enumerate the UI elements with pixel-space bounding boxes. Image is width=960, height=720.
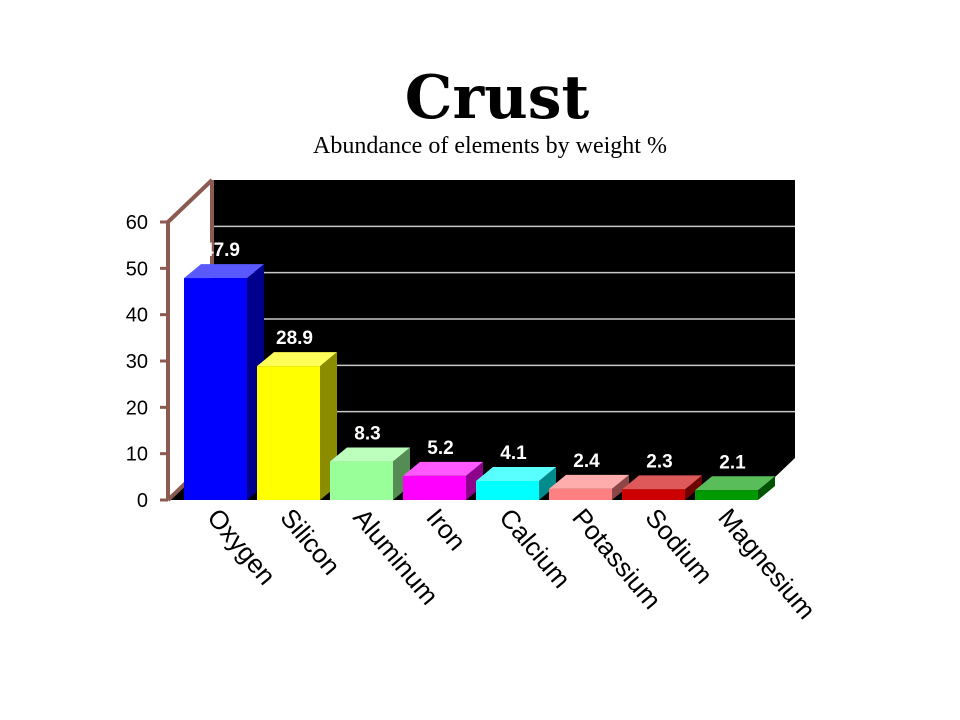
bar-magnesium bbox=[695, 476, 775, 500]
bar-front bbox=[476, 481, 539, 500]
category-label: Oxygen bbox=[201, 503, 282, 591]
data-label: 2.4 bbox=[573, 451, 600, 472]
bar-top bbox=[549, 474, 629, 489]
bar-top bbox=[403, 461, 483, 476]
bar-top bbox=[184, 264, 264, 279]
category-label: Iron bbox=[420, 503, 472, 557]
y-tick-label: 20 bbox=[126, 397, 148, 419]
data-label: 5.2 bbox=[427, 438, 453, 459]
data-label: 47.9 bbox=[203, 240, 240, 261]
bar-top bbox=[257, 352, 337, 367]
bar-front bbox=[257, 366, 320, 500]
bar-top bbox=[330, 447, 410, 462]
bar-sodium bbox=[622, 475, 702, 500]
category-label: Silicon bbox=[274, 503, 346, 581]
category-label: Magnesium bbox=[712, 503, 821, 625]
bar-front bbox=[403, 475, 466, 500]
bar-front bbox=[695, 490, 758, 500]
chart-title: Crust bbox=[405, 63, 590, 133]
y-axis-top-depth bbox=[166, 178, 214, 224]
bar-side bbox=[466, 461, 483, 500]
bar-top bbox=[622, 475, 702, 490]
data-label: 2.1 bbox=[719, 452, 746, 473]
bar-front bbox=[622, 489, 685, 500]
bar-front bbox=[184, 278, 247, 500]
bar-calcium bbox=[476, 467, 556, 500]
bars bbox=[184, 264, 775, 500]
y-tick-label: 40 bbox=[126, 305, 148, 327]
bar-side bbox=[612, 474, 629, 500]
bar-top bbox=[476, 467, 556, 482]
y-axis-ticks: 0 10 20 30 40 50 60 bbox=[126, 212, 148, 512]
bar-aluminum bbox=[330, 447, 410, 500]
bar-potassium bbox=[549, 474, 629, 500]
data-label: 28.9 bbox=[276, 328, 313, 349]
bar-top bbox=[695, 476, 775, 491]
bar-side bbox=[539, 467, 556, 500]
data-label: 8.3 bbox=[354, 424, 380, 445]
data-label: 4.1 bbox=[500, 443, 527, 464]
bar-front bbox=[330, 461, 393, 500]
chart-subtitle: Abundance of elements by weight % bbox=[313, 133, 667, 159]
y-tick-label: 0 bbox=[137, 490, 148, 512]
y-tick-label: 30 bbox=[126, 351, 148, 373]
y-tick-label: 10 bbox=[126, 444, 148, 466]
bar-side bbox=[685, 475, 702, 500]
bar-oxygen bbox=[184, 264, 264, 500]
bar-iron bbox=[403, 461, 483, 500]
y-tick-label: 60 bbox=[126, 212, 148, 234]
data-labels: 47.9 28.9 8.3 5.2 4.1 2.4 2.3 2.1 bbox=[203, 240, 746, 473]
bar-side bbox=[758, 476, 775, 500]
category-label: Calcium bbox=[493, 503, 576, 594]
bar-silicon bbox=[257, 352, 337, 500]
y-tick-label: 50 bbox=[126, 258, 148, 280]
bar-front bbox=[549, 488, 612, 500]
data-label: 2.3 bbox=[646, 451, 672, 472]
